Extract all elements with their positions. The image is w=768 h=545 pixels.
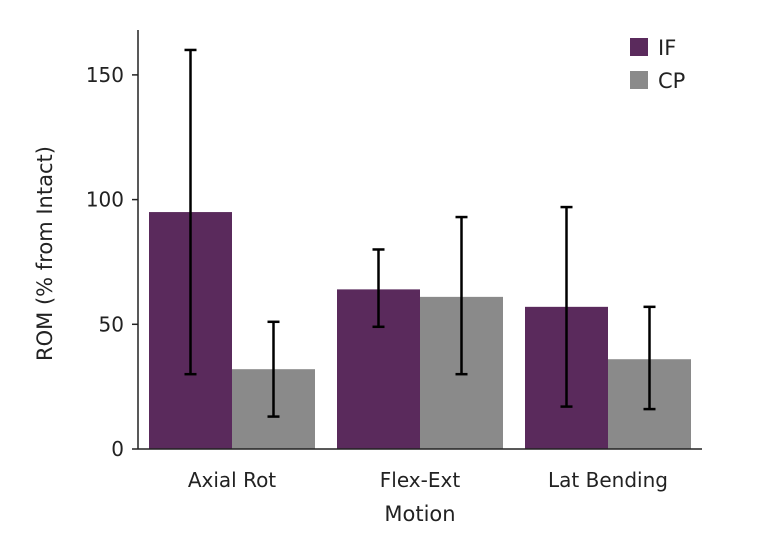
error-bars-layer [184, 48, 656, 418]
legend-label-cp: CP [658, 69, 685, 93]
y-tick-label: 50 [99, 312, 124, 336]
legend-swatch-if [630, 38, 648, 56]
legend-label-if: IF [658, 36, 676, 60]
x-axis-title: Motion [384, 502, 455, 526]
y-ticks-layer: 0 50 100 150 [86, 63, 138, 461]
x-tick-label: Lat Bending [548, 468, 668, 492]
x-tick-label: Flex-Ext [380, 468, 461, 492]
legend-swatch-cp [630, 71, 648, 89]
y-axis-title: ROM (% from Intact) [33, 146, 57, 361]
y-tick-label: 150 [86, 63, 124, 87]
axes-layer [137, 30, 702, 450]
x-tick-label: Axial Rot [188, 468, 276, 492]
bars-layer [149, 212, 691, 449]
y-tick-label: 0 [111, 437, 124, 461]
y-tick-label: 100 [86, 188, 124, 212]
x-ticks-layer: Axial Rot Flex-Ext Lat Bending [188, 468, 668, 492]
legend: IF CP [630, 36, 685, 93]
